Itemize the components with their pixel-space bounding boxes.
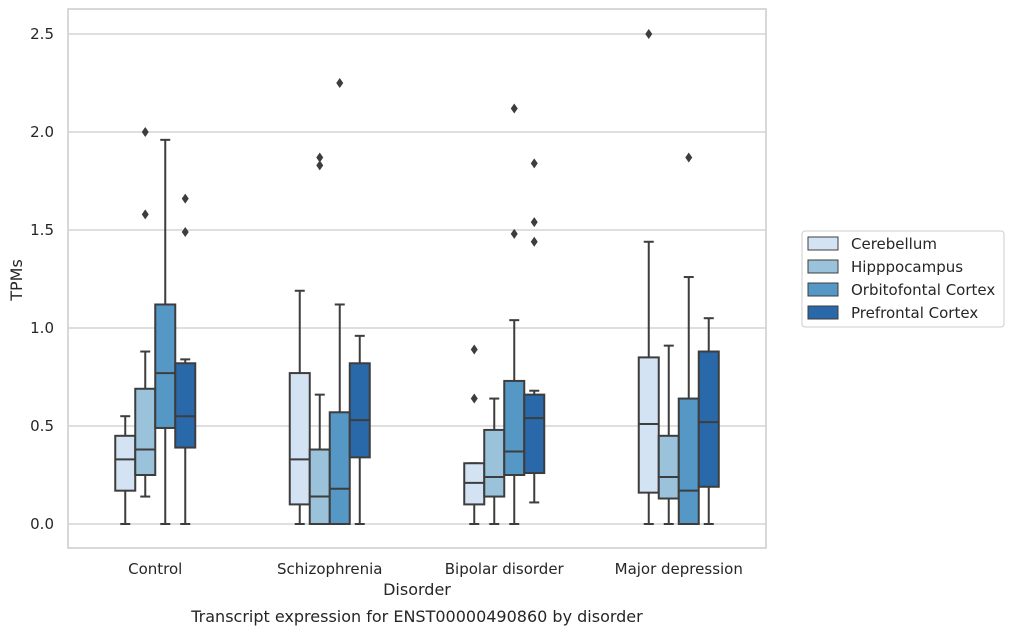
legend-label: Prefrontal Cortex xyxy=(851,304,978,322)
series-prefrontal-cortex xyxy=(174,158,720,525)
legend-swatch xyxy=(807,259,839,274)
box xyxy=(697,317,720,525)
x-axis-ticks: Control Schizophrenia Bipolar disorder Majo… xyxy=(128,560,743,578)
box-series xyxy=(114,29,720,525)
box-body xyxy=(174,362,197,449)
legend-item: Prefrontal Cortex xyxy=(807,304,978,322)
legend-swatch xyxy=(807,236,839,251)
box-body xyxy=(697,350,720,488)
x-tick-label: Schizophrenia xyxy=(277,560,382,578)
box xyxy=(483,397,506,525)
box xyxy=(154,138,177,525)
y-tick-label: 1.5 xyxy=(30,221,54,239)
outlier-point xyxy=(316,160,324,171)
outlier-point xyxy=(181,226,189,237)
box xyxy=(328,78,351,525)
plot-frame xyxy=(67,8,767,549)
y-axis-ticks: 0.0 0.5 1.0 1.5 2.0 2.5 xyxy=(30,25,54,533)
outlier-point xyxy=(470,344,478,355)
box xyxy=(657,344,680,525)
outlier-point xyxy=(510,103,518,114)
legend-label: Hipppocampus xyxy=(851,258,963,276)
outlier-point xyxy=(530,217,538,228)
legend-label: Cerebellum xyxy=(851,235,937,253)
x-tick-label: Bipolar disorder xyxy=(445,560,565,578)
box-body xyxy=(677,397,700,525)
box-body xyxy=(154,303,177,429)
box xyxy=(637,29,660,525)
box-body xyxy=(134,387,157,477)
y-axis-label: TPMs xyxy=(7,259,26,302)
outlier-point xyxy=(181,193,189,204)
box-body xyxy=(328,411,351,525)
outlier-point xyxy=(141,127,149,137)
legend-frame xyxy=(801,230,1005,328)
box-body xyxy=(523,393,546,475)
x-axis-label: Disorder xyxy=(383,580,451,599)
legend-swatch xyxy=(807,282,839,297)
legend: Cerebellum Hipppocampus Orbitofontal Corte… xyxy=(801,230,1005,328)
y-tick-label: 2.0 xyxy=(30,123,54,141)
legend-label: Orbitofontal Cortex xyxy=(851,281,995,299)
box xyxy=(288,289,311,525)
y-tick-label: 0.5 xyxy=(30,417,54,435)
outlier-point xyxy=(530,236,538,247)
box-body xyxy=(114,434,137,492)
box xyxy=(677,152,700,525)
box xyxy=(348,334,371,525)
box-body xyxy=(503,379,526,477)
box-body xyxy=(483,428,506,498)
outlier-point xyxy=(141,209,149,220)
chart-caption: Transcript expression for ENST0000049086… xyxy=(190,607,643,626)
series-orbitofontal-cortex xyxy=(154,78,700,525)
box xyxy=(308,152,331,525)
box xyxy=(174,193,197,525)
box-body xyxy=(657,434,680,500)
box-body xyxy=(288,372,311,506)
box xyxy=(503,103,526,525)
x-tick-label: Control xyxy=(128,560,182,578)
outlier-point xyxy=(316,152,324,163)
y-tick-label: 2.5 xyxy=(30,25,54,43)
box xyxy=(114,415,137,525)
outlier-point xyxy=(685,152,693,163)
y-tick-label: 1.0 xyxy=(30,319,54,337)
legend-item: Orbitofontal Cortex xyxy=(807,281,995,299)
box-body xyxy=(308,448,331,525)
legend-item: Cerebellum xyxy=(807,235,937,253)
box xyxy=(463,344,486,525)
series-cerebellum xyxy=(114,29,660,525)
outlier-point xyxy=(470,393,478,404)
x-tick-label: Major depression xyxy=(615,560,743,578)
y-tick-label: 0.0 xyxy=(30,515,54,533)
series-hipppocampus xyxy=(134,127,680,525)
outlier-point xyxy=(336,78,344,88)
box xyxy=(134,127,157,498)
outlier-point xyxy=(645,29,653,39)
box-body xyxy=(348,362,371,459)
outlier-point xyxy=(510,228,518,239)
legend-item: Hipppocampus xyxy=(807,258,963,276)
legend-swatch xyxy=(807,305,839,320)
box xyxy=(523,158,546,504)
outlier-point xyxy=(530,158,538,169)
